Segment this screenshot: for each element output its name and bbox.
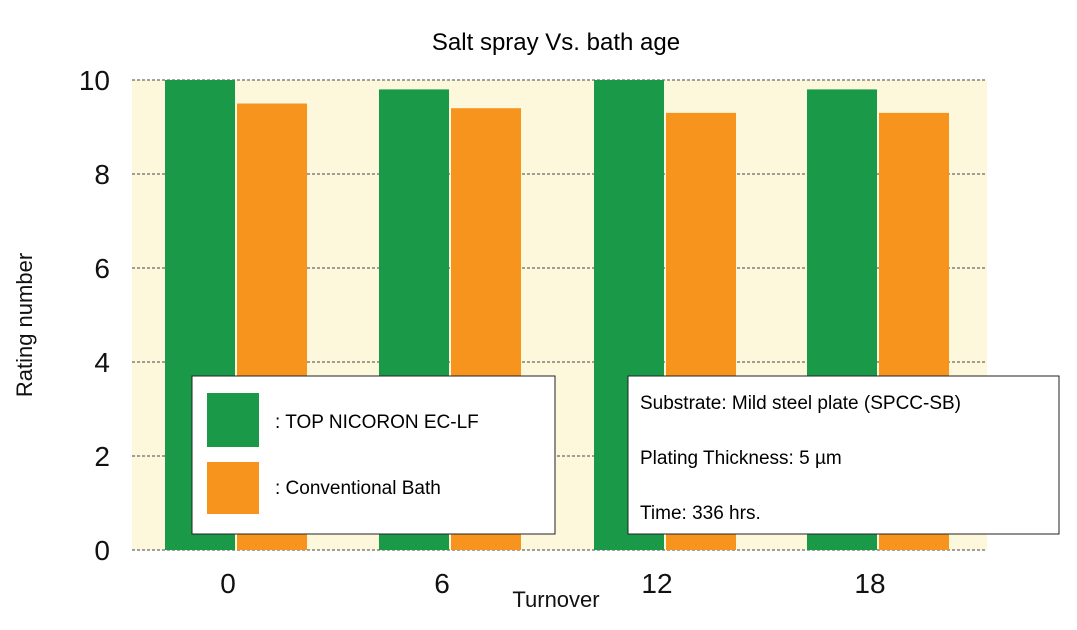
y-tick-label: 2 — [94, 441, 110, 472]
x-tick-label: 0 — [220, 568, 236, 599]
x-tick-label: 18 — [854, 568, 885, 599]
y-tick-label: 4 — [94, 347, 110, 378]
x-axis-label: Turnover — [512, 587, 599, 612]
legend-swatch-top-nicoron — [207, 393, 259, 447]
y-tick-label: 8 — [94, 159, 110, 190]
substrate-note: Substrate: Mild steel plate (SPCC-SB) — [640, 393, 961, 414]
y-tick-label: 0 — [94, 535, 110, 566]
chart-title: Salt spray Vs. bath age — [432, 29, 680, 56]
y-tick-label: 10 — [79, 65, 110, 96]
x-tick-label: 6 — [434, 568, 450, 599]
thickness-note: Plating Thickness: 5 µm — [640, 448, 842, 469]
x-axis-ticks: 0 6 12 18 — [220, 568, 885, 599]
y-tick-label: 6 — [94, 253, 110, 284]
x-tick-label: 12 — [641, 568, 672, 599]
y-axis-label: Rating number — [12, 253, 37, 397]
conditions-box: Substrate: Mild steel plate (SPCC-SB) Pl… — [627, 375, 1060, 535]
conditions-box-frame — [627, 375, 1060, 535]
legend: : TOP NICORON EC-LF : Conventional Bath — [191, 375, 556, 535]
legend-label-top-nicoron: : TOP NICORON EC-LF — [275, 412, 479, 433]
time-note: Time: 336 hrs. — [640, 503, 761, 524]
legend-swatch-conventional-bath — [207, 462, 259, 514]
legend-label-conventional-bath: : Conventional Bath — [275, 478, 441, 499]
y-axis-ticks: 0 2 4 6 8 10 — [79, 65, 110, 566]
